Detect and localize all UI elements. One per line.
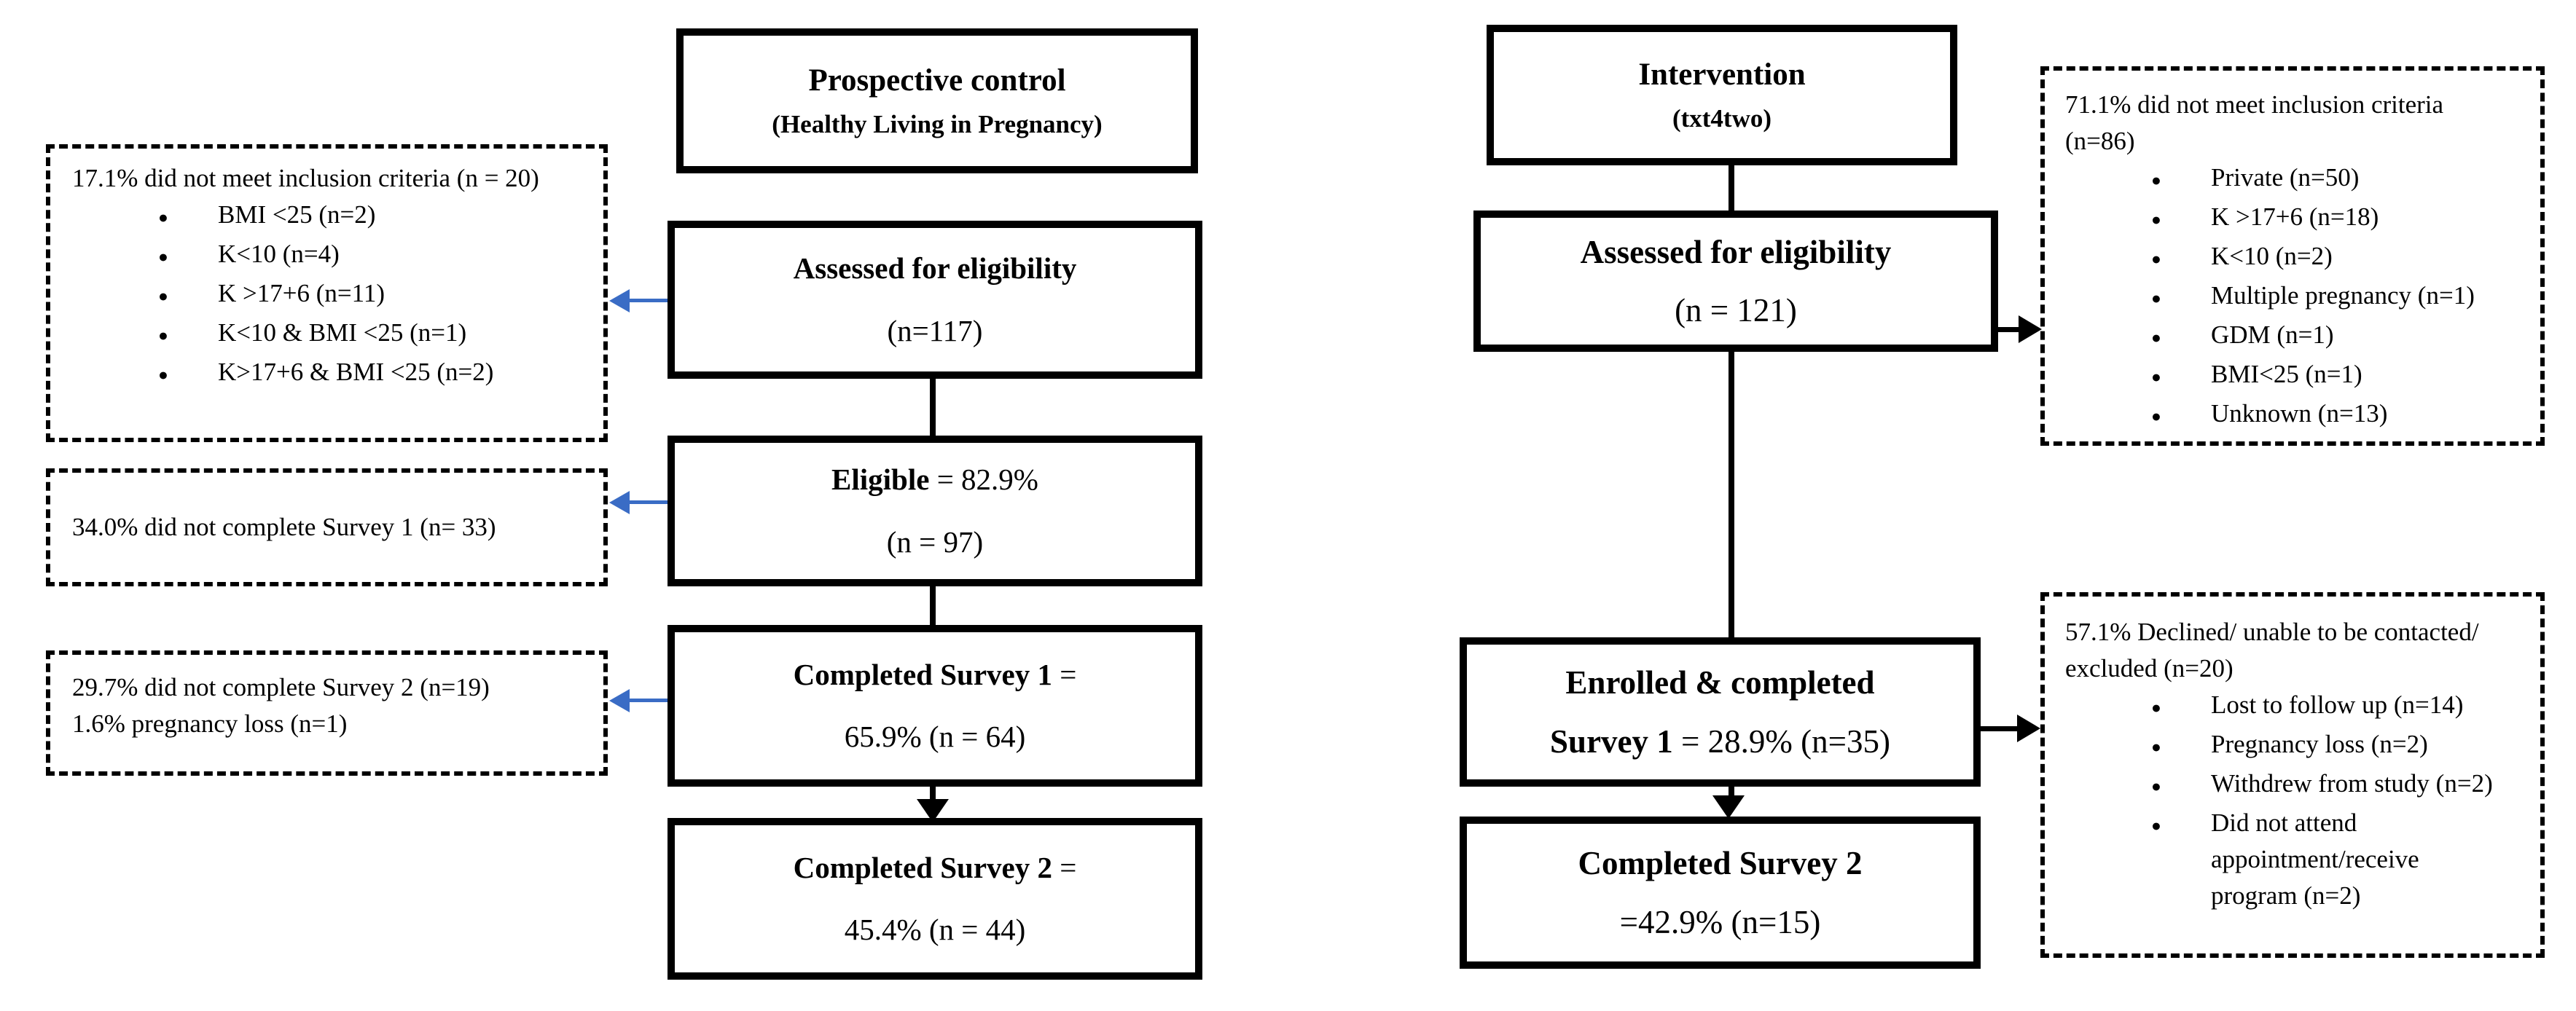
bullet-icon bbox=[2065, 766, 2211, 805]
exclusion-item: GDM (n=1) bbox=[2065, 317, 2526, 356]
intervention-assessed-label: Assessed for eligibility bbox=[1580, 233, 1892, 270]
connector-line bbox=[1976, 726, 2020, 731]
arrow-left-blue-icon bbox=[609, 289, 630, 312]
control-eligible-pct: = 82.9% bbox=[929, 463, 1038, 497]
exclusion-item: Withdrew from study (n=2) bbox=[2065, 766, 2526, 805]
exclusion-item: K<10 (n=2) bbox=[2065, 238, 2526, 278]
intervention-enrolled-label2: Survey 1 bbox=[1550, 723, 1673, 760]
bullet-icon bbox=[72, 354, 218, 393]
intervention-enrolled-box: Enrolled & completed Survey 1 = 28.9% (n… bbox=[1460, 637, 1981, 787]
intervention-survey2-n: =42.9% (n=15) bbox=[1619, 903, 1821, 940]
exclusion-item: K<10 (n=4) bbox=[72, 236, 589, 275]
connector-line bbox=[930, 376, 936, 438]
exclusion-item: Unknown (n=13) bbox=[2065, 396, 2526, 435]
intervention-assessed-box: Assessed for eligibility (n = 121) bbox=[1473, 211, 1998, 352]
bullet-icon bbox=[2065, 238, 2211, 278]
connector-line bbox=[1729, 162, 1734, 213]
exclusion-item: Private (n=50) bbox=[2065, 160, 2526, 199]
control-assessed-label: Assessed for eligibility bbox=[793, 251, 1077, 286]
exclusion-item: Pregnancy loss (n=2) bbox=[2065, 726, 2526, 766]
connector-line-blue bbox=[627, 299, 668, 302]
control-eligible-n: (n = 97) bbox=[886, 524, 984, 559]
connector-line-blue bbox=[627, 500, 668, 504]
arrow-right-icon bbox=[2019, 315, 2042, 343]
connector-line bbox=[1994, 327, 2021, 332]
intervention-enrolled-pct: = 28.9% (n=35) bbox=[1672, 723, 1890, 760]
arrow-right-icon bbox=[2017, 715, 2040, 742]
control-survey2-eq: = bbox=[1052, 850, 1077, 884]
exclusion-item: K>17+6 & BMI <25 (n=2) bbox=[72, 354, 589, 393]
control-exclusion-heading: 17.1% did not meet inclusion criteria (n… bbox=[72, 164, 539, 192]
connector-line bbox=[1729, 782, 1734, 798]
intervention-exclusion-heading: 71.1% did not meet inclusion criteria (n… bbox=[2065, 90, 2444, 156]
control-eligible-box: Eligible = 82.9% (n = 97) bbox=[668, 436, 1202, 586]
connector-line bbox=[930, 583, 936, 627]
control-survey2-dropout-line1: 29.7% did not complete Survey 2 (n=19) bbox=[72, 673, 490, 701]
intervention-title-line1: Intervention bbox=[1638, 57, 1806, 92]
intervention-enrolled-line1: Enrolled & completed bbox=[1565, 664, 1875, 701]
control-assessed-box: Assessed for eligibility (n=117) bbox=[668, 221, 1202, 379]
intervention-survey2-label: Completed Survey 2 bbox=[1578, 845, 1863, 882]
exclusion-item: BMI<25 (n=1) bbox=[2065, 356, 2526, 396]
bullet-icon bbox=[72, 275, 218, 315]
exclusion-item: K >17+6 (n=18) bbox=[2065, 199, 2526, 238]
intervention-dropout-list: Lost to follow up (n=14) Pregnancy loss … bbox=[2065, 687, 2526, 914]
bullet-icon bbox=[72, 197, 218, 236]
control-exclusion-criteria-box: 17.1% did not meet inclusion criteria (n… bbox=[46, 144, 608, 442]
intervention-exclusion-list: Private (n=50) K >17+6 (n=18) K<10 (n=2)… bbox=[2065, 160, 2526, 435]
connector-line bbox=[1729, 349, 1734, 640]
control-survey2-n: 45.4% (n = 44) bbox=[844, 913, 1026, 946]
control-survey2-label: Completed Survey 2 bbox=[793, 850, 1052, 884]
intervention-assessed-n: (n = 121) bbox=[1675, 292, 1797, 329]
intervention-title-box: Intervention (txt4two) bbox=[1487, 25, 1957, 165]
control-assessed-n: (n=117) bbox=[887, 313, 983, 347]
arrow-left-blue-icon bbox=[609, 689, 630, 712]
control-survey1-dropout-box: 34.0% did not complete Survey 1 (n= 33) bbox=[46, 468, 608, 586]
intervention-dropout-box: 57.1% Declined/ unable to be contacted/ … bbox=[2040, 592, 2545, 958]
bullet-icon bbox=[72, 315, 218, 354]
control-survey1-label: Completed Survey 1 bbox=[793, 657, 1052, 691]
connector-line-blue bbox=[627, 699, 668, 702]
bullet-icon bbox=[2065, 805, 2211, 844]
bullet-icon bbox=[2065, 199, 2211, 238]
exclusion-item: Multiple pregnancy (n=1) bbox=[2065, 278, 2526, 317]
bullet-icon bbox=[2065, 687, 2211, 726]
control-title-line2: (Healthy Living in Pregnancy) bbox=[772, 110, 1103, 139]
control-survey1-n: 65.9% (n = 64) bbox=[844, 720, 1026, 753]
bullet-icon bbox=[2065, 396, 2211, 435]
arrow-down-icon bbox=[917, 799, 949, 822]
control-exclusion-list: BMI <25 (n=2) K<10 (n=4) K >17+6 (n=11) … bbox=[72, 197, 589, 393]
control-survey2-dropout-box: 29.7% did not complete Survey 2 (n=19) 1… bbox=[46, 650, 608, 776]
control-survey1-dropout-text: 34.0% did not complete Survey 1 (n= 33) bbox=[72, 512, 496, 541]
exclusion-item: Did not attend appointment/receive progr… bbox=[2065, 805, 2526, 914]
arrow-left-blue-icon bbox=[609, 491, 630, 514]
bullet-icon bbox=[2065, 160, 2211, 199]
control-title-box: Prospective control (Healthy Living in P… bbox=[676, 28, 1198, 173]
exclusion-item: K >17+6 (n=11) bbox=[72, 275, 589, 315]
bullet-icon bbox=[2065, 317, 2211, 356]
bullet-icon bbox=[72, 236, 218, 275]
connector-line bbox=[930, 784, 936, 804]
exclusion-item: K<10 & BMI <25 (n=1) bbox=[72, 315, 589, 354]
exclusion-item: Lost to follow up (n=14) bbox=[2065, 687, 2526, 726]
intervention-survey2-box: Completed Survey 2 =42.9% (n=15) bbox=[1460, 817, 1981, 969]
intervention-title-line2: (txt4two) bbox=[1672, 104, 1772, 133]
arrow-down-icon bbox=[1712, 795, 1745, 819]
bullet-icon bbox=[2065, 278, 2211, 317]
bullet-icon bbox=[2065, 726, 2211, 766]
intervention-dropout-heading: 57.1% Declined/ unable to be contacted/ … bbox=[2065, 618, 2479, 683]
control-survey2-box: Completed Survey 2 = 45.4% (n = 44) bbox=[668, 818, 1202, 980]
control-eligible-label: Eligible bbox=[831, 463, 930, 497]
control-survey2-dropout-line2: 1.6% pregnancy loss (n=1) bbox=[72, 709, 348, 739]
bullet-icon bbox=[2065, 356, 2211, 396]
control-survey1-box: Completed Survey 1 = 65.9% (n = 64) bbox=[668, 625, 1202, 787]
control-survey1-eq: = bbox=[1052, 657, 1077, 691]
control-title-line1: Prospective control bbox=[808, 63, 1066, 98]
exclusion-item: BMI <25 (n=2) bbox=[72, 197, 589, 236]
intervention-exclusion-criteria-box: 71.1% did not meet inclusion criteria (n… bbox=[2040, 66, 2545, 446]
